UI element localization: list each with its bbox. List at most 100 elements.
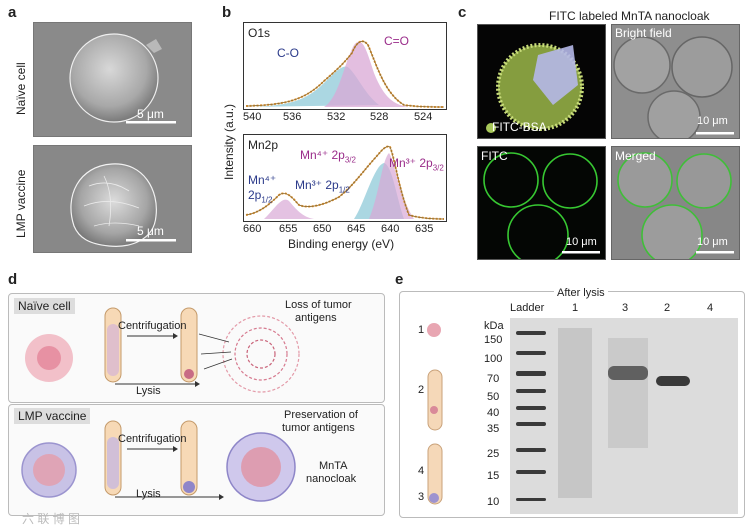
marker-10: 10: [487, 496, 500, 508]
panel-d-label: d: [8, 271, 18, 288]
marker-150: 150: [484, 334, 503, 346]
fitc-fluorescence-image: [477, 146, 606, 266]
o1s-tick-0: 540: [243, 111, 262, 123]
mn2p-title: Mn2p: [248, 138, 279, 152]
lmp-lysis-drawing: [21, 420, 296, 502]
mn4-2p12-text: 2p: [248, 188, 262, 202]
mn2p-tick-2: 650: [313, 223, 332, 235]
merged-label: Merged: [615, 149, 656, 163]
after-lysis-label: After lysis: [554, 287, 608, 299]
mn3-2p32-label: Mn³⁺ 2p3/2: [389, 156, 444, 172]
naive-cell-tag: Naïve cell: [14, 298, 75, 314]
loss-line2: antigens: [295, 312, 337, 324]
scale-bar: [696, 251, 734, 254]
marker-35: 35: [487, 423, 500, 435]
panel-e-label: e: [395, 271, 404, 288]
protein-gel-bands: [510, 318, 738, 514]
mn4-2p12-line2: 2p1/2: [248, 188, 272, 204]
o1s-tick-2: 532: [327, 111, 346, 123]
watermark-text: 六 联 博 图: [22, 512, 81, 526]
mn3-2p12-label: Mn³⁺ 2p1/2: [295, 178, 350, 194]
sem-lmp-vaccine-image: [33, 145, 192, 253]
scale-bar: [562, 251, 600, 254]
marker-70: 70: [487, 373, 500, 385]
tube-label-1: 1: [418, 324, 425, 336]
centrifugation-bottom: Centrifugation: [118, 433, 187, 445]
nanocloak-line2: nanocloak: [306, 473, 357, 485]
o1s-tick-4: 524: [414, 111, 433, 123]
mn4-2p32-text: Mn⁴⁺ 2p: [300, 148, 345, 162]
naive-cell-sem-drawing: [34, 23, 191, 136]
o1s-tick-3: 528: [370, 111, 389, 123]
lane-header-2: 2: [664, 302, 671, 314]
mn2p-spectrum: [245, 145, 445, 220]
mn3-2p32-sub: 3/2: [432, 163, 444, 173]
lane-header-3: 3: [622, 302, 629, 314]
mn3-2p12-sub: 1/2: [338, 185, 350, 195]
bright-field-image: [611, 24, 740, 144]
scale-label-lmp: 5 μm: [137, 224, 164, 238]
scale-label-naive: 5 μm: [137, 107, 164, 121]
panel-a-label: a: [8, 4, 17, 21]
o1s-peak-co: C-O: [277, 46, 299, 60]
protein-gel-image: [510, 318, 738, 514]
fitc-bsa-legend: FITC-BSA: [492, 120, 547, 134]
ladder-header: Ladder: [510, 302, 545, 314]
sem-naive-cell-image: [33, 22, 192, 137]
merged-drawing: [612, 147, 739, 266]
mn2p-tick-5: 635: [415, 223, 434, 235]
marker-50: 50: [487, 391, 500, 403]
mn2p-tick-4: 640: [381, 223, 400, 235]
o1s-spectrum: [245, 40, 445, 108]
bright-field-label: Bright field: [615, 26, 672, 40]
mn4-2p12-line1: Mn⁴⁺: [248, 173, 277, 187]
tube-schematics: [427, 323, 443, 505]
scale-bar: [126, 239, 176, 242]
fitc-fluorescence-drawing: [478, 147, 605, 266]
merged-image: [611, 146, 740, 266]
marker-15: 15: [487, 470, 500, 482]
lysis-top: Lysis: [136, 385, 161, 397]
scale-label-fitc: 10 μm: [566, 236, 597, 248]
fitc-label: FITC: [481, 149, 508, 163]
scale-bar: [126, 121, 176, 124]
scale-label-merged: 10 μm: [697, 236, 728, 248]
lysis-bottom: Lysis: [136, 488, 161, 500]
o1s-tick-1: 536: [283, 111, 302, 123]
o1s-plot: [243, 22, 447, 110]
nanocloak-3d-drawing: [478, 25, 605, 138]
o1s-title: O1s: [248, 26, 271, 40]
mn2p-tick-0: 660: [243, 223, 262, 235]
tube-label-4: 4: [418, 465, 425, 477]
centrifugation-top: Centrifugation: [118, 320, 187, 332]
nanocloak-line1: MnTA: [319, 460, 348, 472]
panel-c-title: FITC labeled MnTA nanocloak: [549, 9, 710, 23]
mn3-2p32-text: Mn³⁺ 2p: [389, 156, 433, 170]
preserve-line2: tumor antigens: [282, 422, 355, 434]
tube-label-2: 2: [418, 384, 425, 396]
panel-b-xlabel: Binding energy (eV): [288, 237, 395, 251]
tube-label-3: 3: [418, 491, 425, 503]
kda-label: kDa: [484, 320, 504, 332]
marker-40: 40: [487, 407, 500, 419]
mn4-2p32-sub: 3/2: [344, 155, 356, 165]
marker-100: 100: [484, 353, 503, 365]
preserve-line1: Preservation of: [284, 409, 358, 421]
mn4-2p32-label: Mn⁴⁺ 2p3/2: [300, 148, 356, 164]
mn2p-tick-1: 655: [279, 223, 298, 235]
side-label-lmp: LMP vaccine: [14, 169, 28, 238]
panel-b-label: b: [222, 4, 232, 21]
mn2p-tick-3: 645: [347, 223, 366, 235]
panel-c-label: c: [458, 4, 467, 21]
bright-field-drawing: [612, 25, 739, 144]
loss-line1: Loss of tumor: [285, 299, 352, 311]
o1s-peak-c-eq-o: C=O: [384, 34, 410, 48]
side-label-naive: Naïve cell: [14, 62, 28, 115]
panel-b-ylabel: Intensity (a.u.): [222, 103, 236, 180]
mn2p-plot: [243, 134, 447, 222]
mn4-2p12-sub: 1/2: [261, 195, 273, 205]
lane-header-4: 4: [707, 302, 714, 314]
lane-header-1: 1: [572, 302, 579, 314]
mn3-2p12-text: Mn³⁺ 2p: [295, 178, 339, 192]
nanocloak-3d-render: [477, 24, 606, 139]
